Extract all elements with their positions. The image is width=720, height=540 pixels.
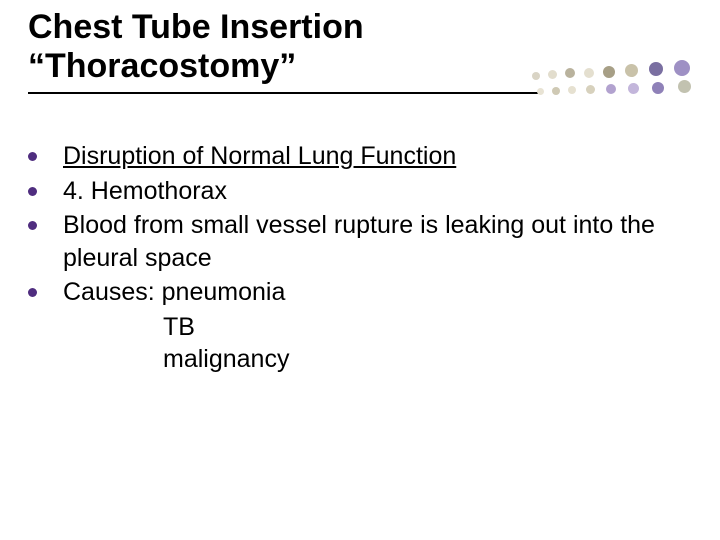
decor-dot xyxy=(532,72,540,80)
title-line-2: “Thoracostomy” xyxy=(28,47,540,86)
decor-dot xyxy=(584,68,594,78)
slide-body: Disruption of Normal Lung Function4. Hem… xyxy=(28,140,680,376)
bullet-text: Disruption of Normal Lung Function xyxy=(63,140,680,173)
corner-decor-dots xyxy=(532,52,702,107)
decor-dot xyxy=(649,62,663,76)
decor-dot xyxy=(568,86,576,94)
bullet-row: 4. Hemothorax xyxy=(28,175,680,208)
bullet-icon xyxy=(28,288,37,297)
decor-dot xyxy=(586,85,595,94)
decor-dot xyxy=(652,82,664,94)
bullet-icon xyxy=(28,152,37,161)
bullet-text: 4. Hemothorax xyxy=(63,175,680,208)
bullet-icon xyxy=(28,187,37,196)
decor-dot xyxy=(552,87,560,95)
decor-dot xyxy=(625,64,638,77)
decor-dot xyxy=(606,84,616,94)
bullet-row: Disruption of Normal Lung Function xyxy=(28,140,680,173)
decor-dot xyxy=(678,80,691,93)
slide: Chest Tube Insertion “Thoracostomy” Disr… xyxy=(0,0,720,540)
decor-dot xyxy=(548,70,557,79)
decor-dot xyxy=(537,88,544,95)
bullet-continuation: malignancy xyxy=(163,343,680,376)
bullet-text: Blood from small vessel rupture is leaki… xyxy=(63,209,680,274)
decor-dot xyxy=(603,66,615,78)
slide-title-block: Chest Tube Insertion “Thoracostomy” xyxy=(28,8,540,94)
decor-dot xyxy=(565,68,575,78)
decor-dot xyxy=(674,60,690,76)
title-line-1: Chest Tube Insertion xyxy=(28,8,540,47)
bullet-icon xyxy=(28,221,37,230)
decor-dot xyxy=(628,83,639,94)
bullet-row: Blood from small vessel rupture is leaki… xyxy=(28,209,680,274)
bullet-continuation: TB xyxy=(163,311,680,344)
bullet-row: Causes: pneumonia xyxy=(28,276,680,309)
bullet-text: Causes: pneumonia xyxy=(63,276,680,309)
